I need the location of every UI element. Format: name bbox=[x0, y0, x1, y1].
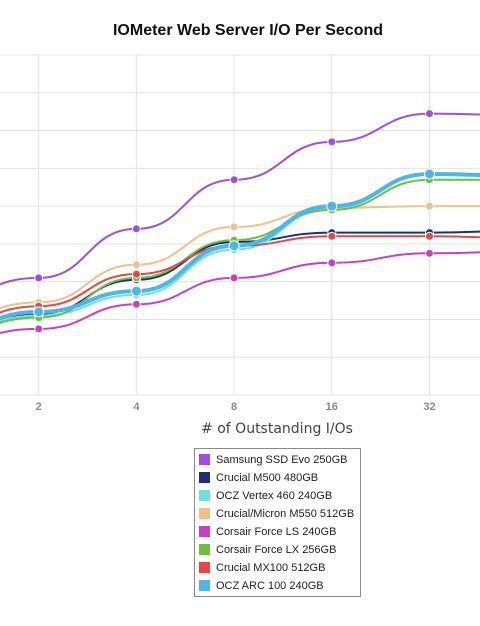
legend-label: Crucial M500 480GB bbox=[216, 472, 318, 484]
legend-swatch bbox=[199, 562, 210, 573]
legend-box bbox=[194, 448, 361, 597]
legend: Samsung SSD Evo 250GB Crucial M500 480GB O… bbox=[194, 448, 361, 597]
data-point bbox=[131, 224, 141, 234]
data-point bbox=[34, 324, 44, 334]
x-tick-label: 8 bbox=[231, 401, 237, 413]
x-tick-label: 2 bbox=[36, 401, 42, 413]
legend-swatch bbox=[199, 544, 210, 555]
data-point bbox=[425, 248, 434, 258]
data-point bbox=[424, 168, 435, 180]
legend-swatch bbox=[199, 526, 210, 537]
data-point bbox=[229, 222, 239, 232]
x-axis-label: # of Outstanding I/Os bbox=[201, 421, 353, 437]
data-point bbox=[131, 269, 141, 279]
data-point bbox=[326, 200, 338, 212]
series-7 bbox=[0, 168, 480, 321]
legend-swatch bbox=[199, 508, 210, 519]
x-tick-label: 4 bbox=[133, 401, 140, 413]
x-tick-label: 16 bbox=[326, 401, 338, 413]
data-point bbox=[131, 260, 141, 270]
data-point bbox=[229, 273, 239, 283]
data-point bbox=[130, 285, 142, 297]
legend-label: OCZ ARC 100 240GB bbox=[216, 580, 324, 592]
legend-label: Samsung SSD Evo 250GB bbox=[216, 454, 347, 466]
data-point bbox=[425, 231, 434, 241]
data-point bbox=[327, 137, 337, 147]
series-line bbox=[0, 251, 480, 334]
legend-label: Crucial/Micron M550 512GB bbox=[216, 508, 354, 520]
data-point bbox=[425, 109, 434, 119]
legend-swatch bbox=[199, 580, 210, 591]
series-line bbox=[0, 205, 480, 310]
data-point bbox=[229, 175, 239, 185]
series-3 bbox=[0, 201, 480, 310]
x-axis-ticks: 2 4 8 16 32 bbox=[36, 401, 436, 413]
x-tick-label: 32 bbox=[423, 401, 435, 413]
legend-label: Corsair Force LX 256GB bbox=[216, 544, 336, 556]
data-point bbox=[327, 231, 337, 241]
legend-swatch bbox=[199, 472, 210, 483]
series-4 bbox=[0, 248, 480, 334]
data-point bbox=[34, 273, 44, 283]
legend-swatch bbox=[199, 454, 210, 465]
data-point bbox=[425, 201, 434, 211]
chart-title: IOMeter Web Server I/O Per Second bbox=[113, 22, 383, 39]
data-point bbox=[228, 240, 240, 252]
legend-swatch bbox=[199, 490, 210, 501]
data-point bbox=[131, 299, 141, 309]
gridlines bbox=[0, 54, 480, 396]
series-0 bbox=[0, 109, 480, 286]
legend-label: OCZ Vertex 460 240GB bbox=[216, 490, 332, 502]
legend-label: Crucial MX100 512GB bbox=[216, 562, 325, 574]
data-point bbox=[327, 258, 337, 268]
series-layer bbox=[0, 109, 480, 334]
legend-label: Corsair Force LS 240GB bbox=[216, 526, 336, 538]
data-point bbox=[33, 306, 45, 318]
